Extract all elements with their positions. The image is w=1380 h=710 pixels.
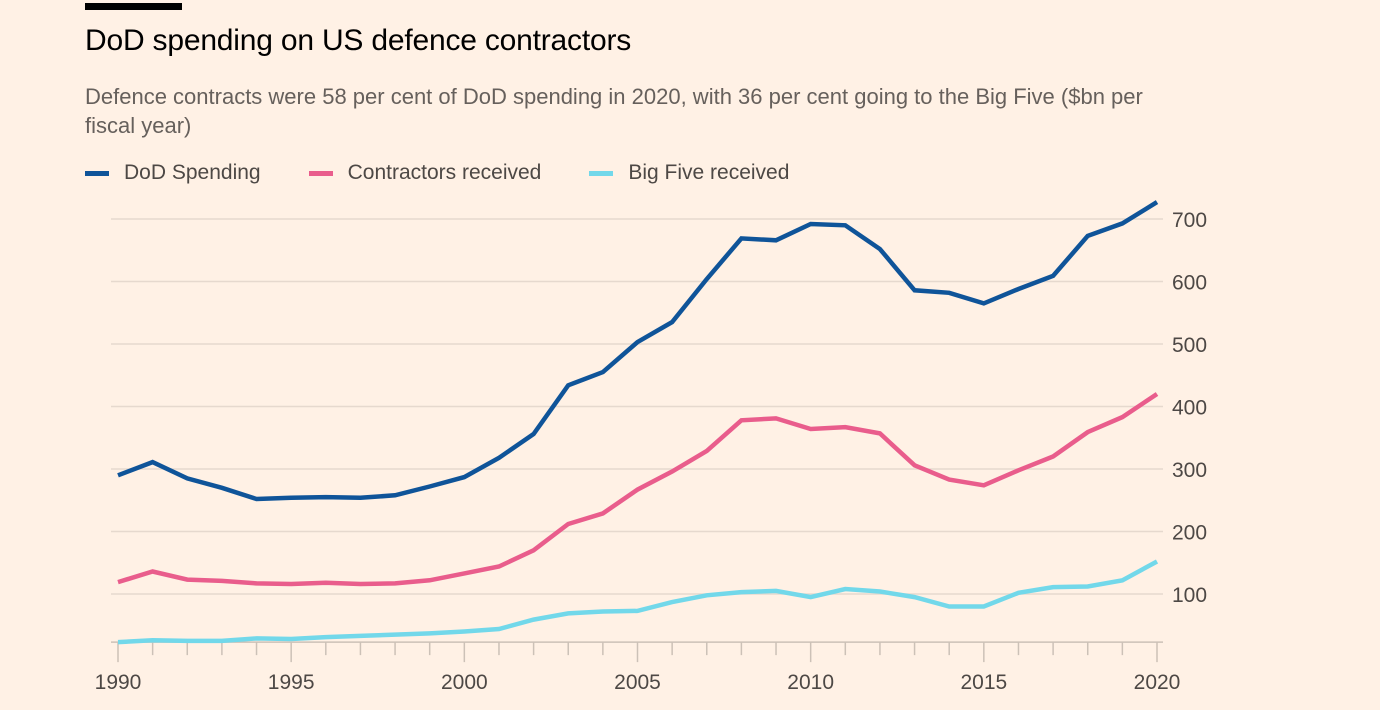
series-lines	[117, 200, 1159, 645]
legend-label: DoD Spending	[124, 161, 261, 184]
legend-swatch-contractors-received	[308, 170, 333, 176]
y-tick-label: 100	[1172, 584, 1207, 607]
top-rule-decoration	[85, 3, 182, 10]
x-tick-label: 2000	[441, 671, 488, 694]
x-tick-label: 1995	[268, 671, 315, 694]
x-tick-label: 2005	[614, 671, 661, 694]
y-tick-label: 400	[1172, 397, 1207, 420]
legend-item-dod-spending: DoD Spending	[85, 161, 261, 185]
y-tick-label: 600	[1172, 272, 1207, 295]
x-tick-label: 1990	[95, 671, 142, 694]
y-tick-label: 500	[1172, 334, 1207, 357]
y-tick-label: 700	[1172, 209, 1207, 232]
x-tick-label: 2020	[1134, 671, 1181, 694]
series-line-contractors-received	[117, 392, 1159, 587]
series-line-big-five-received	[117, 559, 1159, 645]
gridlines	[111, 218, 1163, 595]
legend-label: Big Five received	[628, 161, 790, 184]
chart-subtitle: Defence contracts were 58 per cent of Do…	[85, 84, 1143, 138]
legend-swatch-big-five-received	[589, 170, 614, 176]
y-tick-label: 300	[1172, 459, 1207, 482]
x-tick-label: 2015	[960, 671, 1007, 694]
legend-item-big-five-received: Big Five received	[589, 161, 789, 185]
chart-title: DoD spending on US defence contractors	[85, 24, 632, 57]
x-axis-labels: 1990 1995 2000 2005 2010 2015 2020	[95, 671, 1181, 694]
x-tick-label: 2010	[787, 671, 834, 694]
y-tick-label: 200	[1172, 522, 1207, 545]
x-axis	[111, 641, 1163, 663]
legend-item-contractors-received: Contractors received	[308, 161, 542, 185]
legend: DoD Spending Contractors received Big Fi…	[85, 161, 837, 185]
legend-label: Contractors received	[347, 161, 542, 184]
y-axis-labels: 100 200 300 400 500 600 700	[1172, 209, 1207, 607]
legend-swatch-dod-spending	[85, 170, 109, 176]
series-line-dod-spending	[117, 200, 1159, 502]
